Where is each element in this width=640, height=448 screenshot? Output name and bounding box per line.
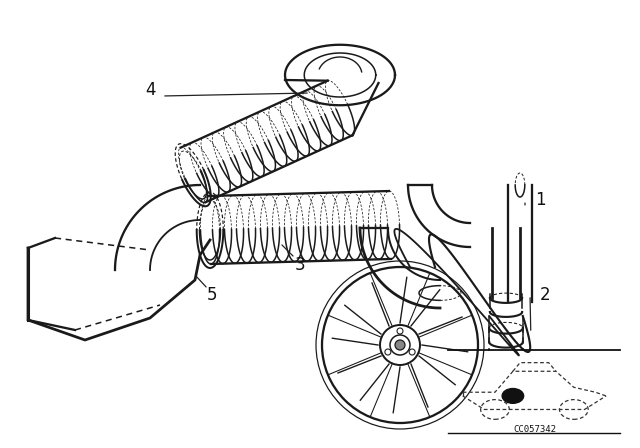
Text: CC057342: CC057342 <box>513 425 556 434</box>
Circle shape <box>502 388 524 403</box>
Text: 2: 2 <box>540 286 550 304</box>
Text: 4: 4 <box>145 81 156 99</box>
Text: 1: 1 <box>534 191 545 209</box>
Circle shape <box>395 340 405 350</box>
Text: 3: 3 <box>294 256 305 274</box>
Text: 5: 5 <box>207 286 217 304</box>
